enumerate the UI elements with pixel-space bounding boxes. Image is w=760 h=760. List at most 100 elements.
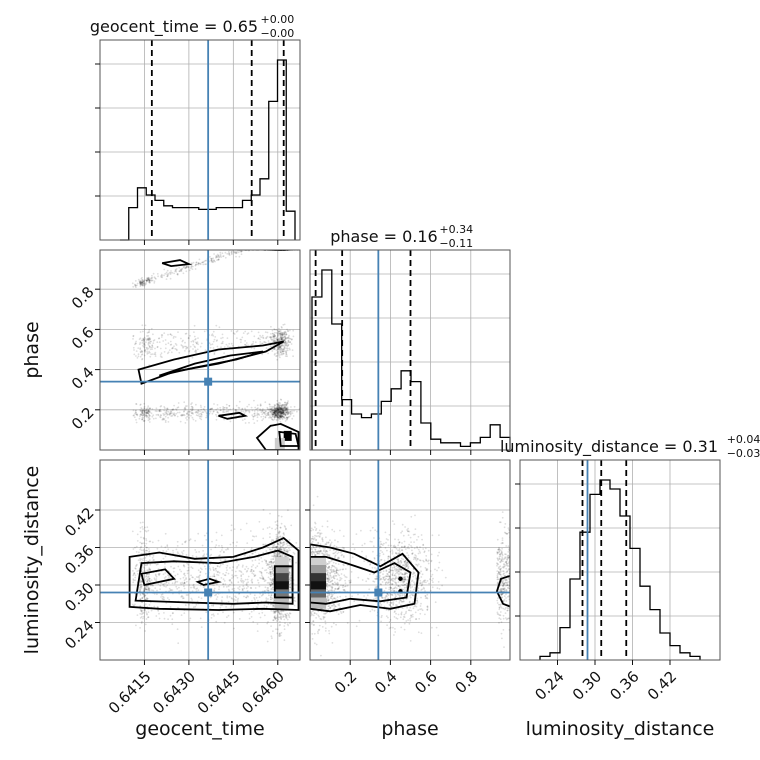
sample-point [184, 541, 187, 544]
sample-point [216, 404, 219, 406]
sample-point [407, 530, 409, 533]
sample-point [231, 569, 234, 572]
sample-point [134, 546, 136, 549]
sample-point [196, 587, 199, 590]
sample-point [235, 545, 238, 547]
sample-point [148, 573, 151, 576]
sample-point [210, 617, 213, 619]
sample-point [182, 549, 185, 552]
sample-point [149, 277, 151, 280]
sample-point [180, 614, 183, 616]
sample-point [142, 615, 145, 618]
sample-point [228, 405, 231, 407]
sample-point [149, 407, 152, 410]
sample-point [193, 585, 196, 588]
sample-point [166, 275, 169, 278]
sample-point [213, 352, 216, 354]
sample-point [148, 409, 151, 412]
sample-point [282, 407, 284, 410]
sample-point [281, 418, 284, 421]
sample-point [274, 334, 276, 337]
sample-point [161, 597, 164, 600]
sample-point [145, 530, 148, 533]
sample-point [181, 595, 184, 598]
sample-point [267, 567, 270, 569]
sample-point [228, 404, 231, 407]
sample-point [284, 413, 286, 415]
sample-point [172, 567, 175, 570]
sample-point [166, 414, 169, 416]
sample-point [237, 597, 240, 600]
sample-point [226, 410, 229, 412]
sample-point [165, 585, 167, 588]
sample-point [289, 586, 292, 589]
sample-point [281, 408, 284, 410]
sample-point [264, 569, 266, 572]
sample-point [290, 412, 292, 414]
sample-point [283, 415, 285, 418]
sample-point [313, 551, 315, 554]
sample-point [233, 333, 236, 335]
sample-point [229, 578, 232, 581]
sample-point [282, 336, 285, 339]
sample-point [167, 333, 169, 336]
sample-point [257, 337, 260, 340]
sample-point [277, 334, 279, 337]
sample-point [147, 410, 150, 412]
sample-point [288, 594, 291, 597]
sample-point [138, 282, 141, 284]
sample-point [275, 538, 278, 541]
sample-point [151, 556, 154, 559]
sample-point [257, 331, 260, 334]
sample-point [143, 413, 146, 415]
sample-point [344, 568, 347, 570]
sample-point [147, 587, 150, 590]
sample-point [143, 594, 145, 596]
sample-point [284, 401, 286, 404]
sample-point [137, 569, 140, 572]
sample-point [215, 598, 218, 601]
sample-point [270, 408, 272, 411]
sample-point [144, 609, 147, 612]
sample-point [270, 325, 272, 328]
sample-point [385, 577, 387, 580]
sample-point [139, 546, 142, 549]
sample-point [280, 405, 283, 408]
sample-point [289, 412, 292, 415]
sample-point [140, 610, 143, 613]
panel-background [100, 250, 300, 450]
sample-point [148, 410, 150, 413]
sample-point [217, 258, 220, 261]
sample-point [266, 335, 269, 338]
sample-point [133, 349, 135, 351]
sample-point [168, 598, 171, 601]
sample-point [276, 351, 279, 353]
sample-point [144, 411, 146, 414]
sample-point [287, 412, 290, 415]
sample-point [140, 281, 143, 284]
sample-point [280, 336, 282, 338]
sample-point [202, 555, 204, 557]
sample-point [256, 606, 259, 609]
sample-point [148, 587, 150, 589]
sample-point [250, 330, 253, 333]
sample-point [280, 344, 283, 347]
sample-point [343, 589, 345, 591]
sample-point [263, 409, 265, 412]
sample-point [289, 558, 291, 561]
sample-point [285, 411, 288, 414]
sample-point [218, 586, 221, 588]
sample-point [282, 342, 284, 345]
sample-point [274, 546, 277, 548]
sample-point [279, 348, 281, 351]
sample-point [140, 609, 143, 612]
sample-point [173, 567, 176, 570]
sample-point [272, 348, 274, 351]
panel-content [131, 250, 300, 450]
sample-point [276, 553, 278, 556]
sample-point [285, 550, 288, 553]
sample-point [283, 404, 285, 407]
sample-point [332, 565, 335, 568]
sample-point [211, 343, 214, 346]
sample-point [145, 586, 148, 588]
